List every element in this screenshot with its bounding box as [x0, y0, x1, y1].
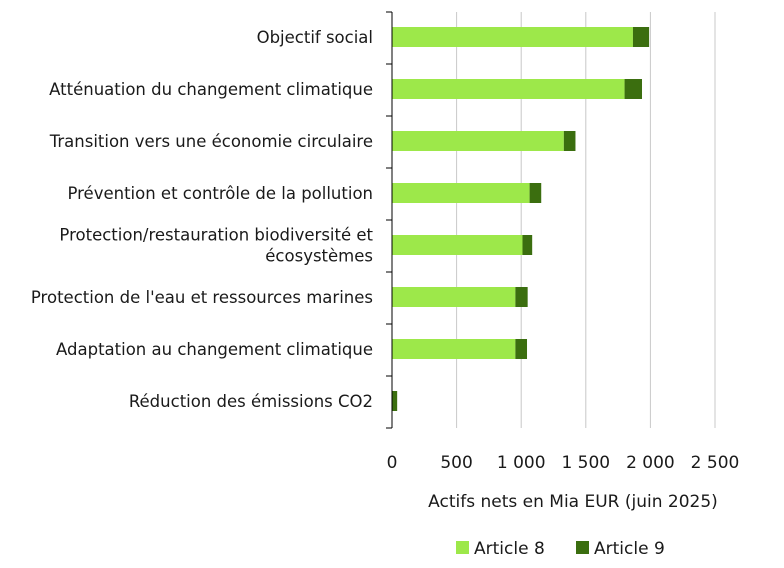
- category-label: Adaptation au changement climatique: [56, 340, 373, 359]
- bars: [392, 27, 650, 411]
- category-label-line: Protection de l'eau et ressources marine…: [31, 288, 373, 307]
- legend-swatch: [576, 541, 589, 554]
- gridlines: [456, 12, 716, 428]
- category-label-line: Atténuation du changement climatique: [49, 80, 373, 99]
- bar-article-8: [392, 79, 625, 99]
- x-tick-label: 2 000: [626, 453, 675, 473]
- bar-article-9: [515, 339, 528, 359]
- bar-article-8: [392, 235, 523, 255]
- category-label: Protection/restauration biodiversité et é…: [59, 226, 373, 266]
- legend-label: Article 9: [594, 539, 665, 559]
- x-tick-label: 0: [387, 453, 398, 473]
- x-tick-label: 2 500: [691, 453, 740, 473]
- legend: Article 8 Article 9: [456, 539, 665, 559]
- category-label: Objectif social: [257, 28, 373, 47]
- x-tick-labels: 0 500 1 000 1 500 2 000 2 500: [387, 453, 740, 473]
- category-label-line: Protection/restauration biodiversité et: [59, 226, 373, 245]
- bar-article-9: [563, 131, 576, 151]
- legend-item: Article 8: [456, 539, 545, 559]
- bar-article-9: [624, 79, 643, 99]
- bar-article-8: [392, 339, 516, 359]
- category-label: Prévention et contrôle de la pollution: [67, 184, 373, 203]
- category-label-line: Réduction des émissions CO2: [129, 392, 373, 411]
- category-label-line: Objectif social: [257, 28, 373, 47]
- x-axis-title: Actifs nets en Mia EUR (juin 2025): [428, 492, 718, 512]
- x-tick-label: 500: [440, 453, 472, 473]
- category-label-line: Transition vers une économie circulaire: [49, 132, 373, 151]
- legend-swatch: [456, 541, 469, 554]
- category-label: Atténuation du changement climatique: [49, 80, 373, 99]
- legend-item: Article 9: [576, 539, 665, 559]
- y-axis: [386, 11, 393, 429]
- x-tick-label: 1 000: [497, 453, 546, 473]
- bar-article-9: [529, 183, 542, 203]
- bar-article-8: [392, 131, 564, 151]
- category-label-line: Prévention et contrôle de la pollution: [67, 184, 373, 203]
- legend-label: Article 8: [474, 539, 545, 559]
- bar-article-8: [392, 27, 633, 47]
- bar-article-8: [392, 287, 516, 307]
- category-label-line: Adaptation au changement climatique: [56, 340, 373, 359]
- category-label: Transition vers une économie circulaire: [49, 132, 373, 151]
- category-label-line: écosystèmes: [265, 247, 373, 266]
- category-labels: Objectif social Atténuation du changement…: [31, 28, 374, 411]
- bar-article-8: [392, 183, 530, 203]
- bar-article-9: [632, 27, 650, 47]
- category-label: Réduction des émissions CO2: [129, 392, 373, 411]
- bar-article-9: [515, 287, 528, 307]
- bar-article-9: [392, 391, 398, 411]
- category-label: Protection de l'eau et ressources marine…: [31, 288, 373, 307]
- x-tick-label: 1 500: [561, 453, 610, 473]
- bar-article-9: [522, 235, 533, 255]
